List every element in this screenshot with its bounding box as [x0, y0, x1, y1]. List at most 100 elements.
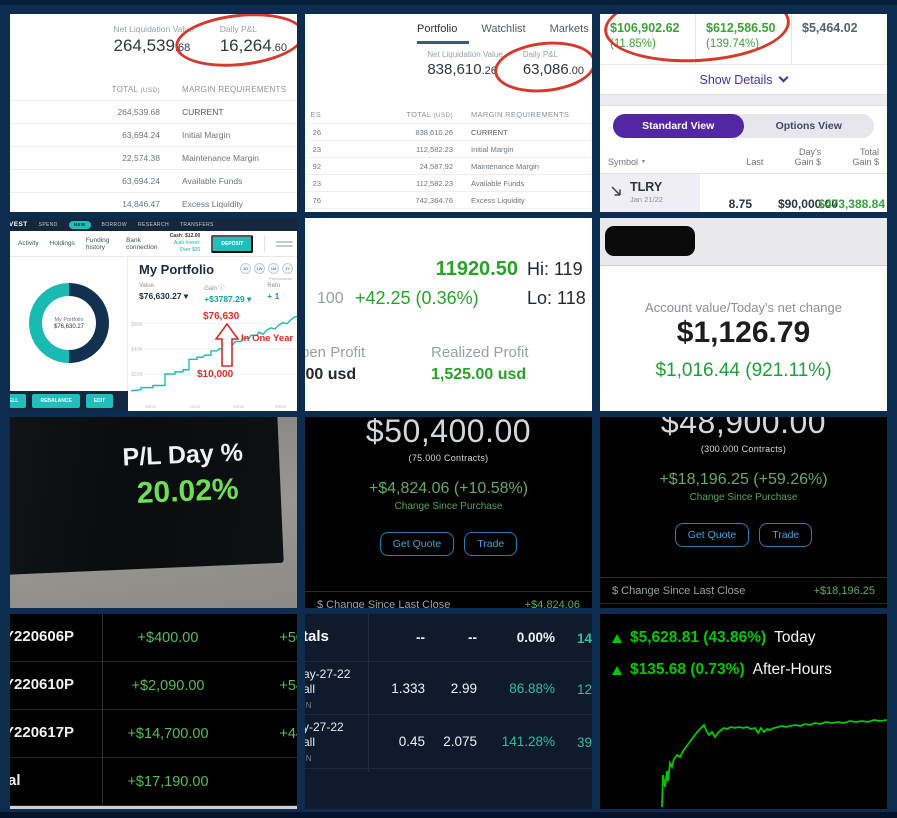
symbol-column-header[interactable]: Symbol ▼ — [608, 157, 646, 167]
options-view-button[interactable]: Options View — [775, 120, 842, 132]
price-line-chart[interactable] — [600, 717, 887, 809]
days-gain-column-header: Day's Gain $ — [794, 147, 822, 167]
daily-pnl-value: 63,086.00 — [522, 61, 584, 78]
contracts-count: (300.000 Contracts) — [700, 444, 787, 454]
today-label: Today — [774, 629, 816, 646]
realized-profit-value: 1,525.00 usd — [431, 366, 527, 383]
account-value: $1,126.79 — [676, 316, 811, 349]
change-since-close-row: $ Change Since Last Close +$18,196.25 — [600, 577, 887, 604]
column-divider — [102, 614, 103, 806]
return-metric: Retu + 1 — [267, 283, 280, 301]
account-menu-text[interactable] — [275, 239, 293, 249]
tab-portfolio[interactable]: Portfolio — [417, 23, 458, 35]
totals-row: tals -- -- 0.00% 143 — [305, 614, 592, 662]
change-since-purchase-label: Change Since Purchase — [689, 492, 798, 503]
daily-pnl-value: 16,264.60 — [219, 36, 287, 55]
subnav-funding-history[interactable]: Funding history — [85, 236, 110, 251]
get-quote-button[interactable]: Get Quote — [379, 532, 455, 556]
gain-stat: $612,586.50 (139.74%) — [696, 14, 792, 64]
table-row: 92 24,587.92 Maintenance Margin — [305, 158, 592, 175]
total-column-header: TOTAL (USD) — [111, 84, 160, 94]
clipped-value: 39 — [577, 735, 592, 750]
net-liq-value: 838,610.26 — [427, 61, 497, 78]
time-range-chips: 1D 1W 1M 1Y — [240, 263, 293, 274]
value-metric: Value $76,630.27 ▾ — [139, 283, 189, 301]
portfolio-action-bar: ELL REBALANCE EDIT — [10, 391, 128, 411]
nav-item-research[interactable]: RESEARCH — [137, 221, 169, 228]
edit-button[interactable]: EDIT — [85, 394, 114, 408]
option-stats-row[interactable]: y-27-22allIN 0.45 2.075 141.28% 39 — [305, 715, 592, 769]
active-tab-underline — [417, 41, 469, 44]
annotation-caption: In One Year — [241, 333, 294, 344]
range-chip-1y[interactable]: 1Y — [282, 263, 293, 274]
today-gain-amount: $5,628.81 (43.86%) — [630, 629, 767, 646]
option-row[interactable]: Y220610P +$2,090.00 +54 — [10, 662, 297, 710]
standard-view-button[interactable]: Standard View — [613, 114, 744, 138]
section-divider-band — [600, 94, 887, 106]
account-value-screenshot: Account value/Today's net change $1,126.… — [600, 218, 887, 411]
allocation-donut-chart[interactable]: My Portfolio $76,630.27 — [29, 283, 109, 363]
trade-button[interactable]: Trade — [759, 523, 813, 547]
pl-day-label: P/L Day % — [121, 438, 244, 472]
chevron-down-icon — [779, 72, 789, 83]
deposit-button[interactable]: DEPOSIT — [211, 234, 254, 253]
redaction-block — [605, 226, 695, 256]
options-stats-table: tals -- -- 0.00% 143 ay-27-22allIN 1.333… — [305, 614, 592, 809]
sub-nav-bar: Activity Holdings Funding history Bank c… — [10, 231, 297, 257]
broker-screenshot-gains: $106,902.62 (11.85%) $612,586.50 (139.74… — [600, 14, 887, 212]
robinhood-gain-screenshot: $5,628.81 (43.86%) Today $135.68 (0.73%)… — [600, 614, 887, 809]
option-row[interactable]: Y220606P +$400.00 +50 — [10, 614, 297, 662]
total-gain-column-header: Total Gain $ — [852, 147, 879, 167]
clipped-value: 143 — [577, 631, 592, 646]
daily-pnl-label: Daily P&L — [219, 24, 258, 34]
holdings-table-header: Symbol ▼ Last Day's Gain $ Total Gain $ — [600, 145, 887, 173]
nav-item-transfers[interactable]: TRANSFERS — [179, 221, 214, 228]
range-chip-1d[interactable]: 1D — [240, 263, 251, 274]
wealth-app-screenshot: VEST SPEND NEW BORROW RESEARCH TRANSFERS… — [10, 218, 297, 411]
show-details-button[interactable]: Show Details — [600, 64, 887, 94]
get-quote-button[interactable]: Get Quote — [674, 523, 750, 547]
position-value: $50,400.00 — [365, 417, 532, 449]
net-liquidation-stat: Net Liquidation Value 838,610.26 — [427, 50, 502, 78]
divider — [264, 235, 265, 252]
nav-item-spend[interactable]: SPEND — [38, 221, 58, 228]
daily-pnl-label: Daily P&L — [522, 50, 558, 59]
sell-button[interactable]: ELL — [10, 394, 27, 408]
table-row: 63,694.24 Available Funds — [10, 170, 297, 193]
tab-watchlist[interactable]: Watchlist — [481, 23, 526, 35]
net-liq-value: 264,539.68 — [113, 36, 191, 55]
trade-button[interactable]: Trade — [464, 532, 518, 556]
daily-pnl-stat: Daily P&L 16,264.60 — [220, 24, 287, 56]
option-stats-row[interactable]: ay-27-22allIN 1.333 2.99 86.88% 128 — [305, 662, 592, 715]
subnav-activity[interactable]: Activity — [18, 240, 39, 247]
net-change: $1,016.44 (921.11%) — [655, 360, 832, 381]
days-gain: $90,000.00 — [777, 197, 838, 211]
table-row: 23 112,582.23 Initial Margin — [305, 141, 592, 158]
change-since-purchase: +$4,824.06 (+10.58%) — [368, 480, 529, 497]
nav-item-borrow[interactable]: BORROW — [101, 221, 127, 228]
account-summary: Net Liquidation Value 264,539.68 Daily P… — [114, 24, 287, 56]
realized-profit-label: Realized Profit — [431, 344, 529, 361]
position-value: $48,900.00 — [660, 417, 827, 440]
range-chip-1m[interactable]: 1M — [268, 263, 279, 274]
gain-summary-row: $106,902.62 (11.85%) $612,586.50 (139.74… — [600, 14, 887, 64]
subnav-holdings[interactable]: Holdings — [49, 240, 75, 247]
change-since-close-row: $ Change Since Last Close +$4,824.06 — [305, 591, 592, 608]
rebalance-button[interactable]: REBALANCE — [32, 394, 80, 408]
option-row[interactable]: Y220617P +$14,700.00 +44 — [10, 710, 297, 758]
range-chip-1w[interactable]: 1W — [254, 263, 265, 274]
portfolio-donut-panel: My Portfolio $76,630.27 — [10, 257, 128, 391]
cash-status: Cash: $12.00 Auto-invest: Over $20 — [169, 233, 201, 253]
nav-brand[interactable]: VEST — [10, 221, 28, 228]
tab-markets[interactable]: Markets — [549, 23, 589, 35]
new-badge: NEW — [68, 220, 91, 229]
last-price: 8.75 — [728, 197, 752, 211]
session-low: Lo: 118 — [527, 288, 586, 308]
view-toggle: Standard View Options View — [613, 114, 874, 138]
quantity: 100 — [317, 290, 344, 307]
action-buttons: Get Quote Trade — [674, 523, 813, 547]
up-triangle-icon — [612, 665, 622, 675]
subnav-bank-connection[interactable]: Bank connection — [126, 236, 158, 251]
holding-row-tlry[interactable]: TLRY Jan 21/22 8.75 $90,000.00 $473,388.… — [600, 173, 887, 212]
